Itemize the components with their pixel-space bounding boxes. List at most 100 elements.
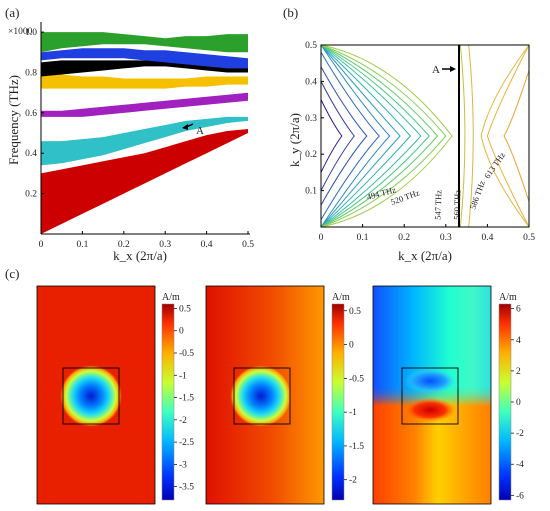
panel-b-x-tick-label: 0.4: [481, 233, 493, 243]
colorbar-2-tick-label: -2: [349, 476, 357, 486]
band-area-6: [41, 48, 248, 69]
colorbar-3-tick-label: -6: [516, 491, 524, 501]
colorbar-1-tick-label: -0.5: [179, 349, 194, 359]
colorbar-1: A/m: [161, 292, 180, 501]
colorbar-1-unit: A/m: [162, 292, 180, 303]
band-area-3: [41, 92, 248, 117]
annotation-b-arrowhead: [450, 66, 456, 72]
panel-b-annotation-A: A: [432, 64, 456, 76]
annotation-a-arrowhead: [182, 124, 188, 130]
colorbar-3-tick-label: -2: [516, 429, 524, 439]
contour-right-1: [503, 70, 530, 202]
panel-a-y-tick-label: 0.8: [25, 68, 37, 78]
contour-left-6: [320, 44, 401, 228]
contour-left-9: [320, 44, 430, 228]
colorbar-2-gradient: [331, 303, 345, 501]
colorbar-3-tick-label: 2: [516, 367, 521, 377]
panel-a-label: (a): [5, 5, 19, 20]
panel-a-annotation-A: A: [182, 123, 204, 137]
panel-b-y-tick-label: 0.3: [305, 114, 317, 124]
field-map-3: [372, 285, 492, 505]
panel-b-x-axis-label: k_x (2π/a): [398, 248, 452, 263]
contour-left-5: [320, 44, 391, 228]
panel-a-x-tick-label: 0: [39, 240, 44, 250]
panel-a-y-axis-label: Frequency (THz): [6, 75, 21, 165]
panel-b-x-tick-label: 0: [319, 233, 324, 243]
panel-b-x-tick-label: 0.5: [523, 233, 535, 243]
panel-a-y-ticks: 0.2 0.4 0.6 0.8 1.0: [25, 28, 44, 200]
panel-a-axes: [40, 22, 250, 235]
contour-left-3: [320, 66, 368, 206]
contour-left-8: [320, 44, 422, 228]
colorbar-3-tick-label: 0: [516, 398, 521, 408]
band-area-7: [41, 32, 248, 53]
panel-c-label: (c): [5, 266, 19, 281]
map-2-square-outline: [233, 367, 291, 425]
panel-a-x-tick-label: 0.2: [118, 240, 130, 250]
contour-label: 547 THz: [432, 190, 443, 220]
colorbar-1-tick-label: 0: [179, 327, 184, 337]
contour-left-10: [320, 44, 439, 228]
panel-b-y-ticks: 0.1 0.2 0.3 0.4 0.5: [305, 41, 324, 197]
panel-a-y-tick-label: 0.4: [25, 149, 37, 159]
colorbar-ticks: 0.5 0 -0.5 -1 -1.5 -2 -2.5 -3 -3.5 0.5 0 -0.5 -1 -1.5…: [174, 304, 524, 501]
field-map-1: [36, 285, 156, 505]
contour-left-11: [320, 44, 447, 228]
panel-b-y-tick-label: 0.1: [305, 187, 317, 197]
panel-a-x-tick-label: 0.4: [201, 240, 213, 250]
map-2-field-hole: [230, 365, 292, 427]
band-area-2: [41, 116, 248, 166]
colorbar-1-tick-label: -3.5: [179, 483, 194, 493]
panel-a-y-tick-label: 1.0: [25, 28, 37, 38]
contour-left-1: [320, 99, 343, 173]
panel-a-x-tick-label: 0.1: [76, 240, 88, 250]
colorbar-3: A/m: [498, 292, 517, 501]
colorbar-2-tick-label: 0: [349, 341, 354, 351]
panel-a-y-tick-label: 0.2: [25, 190, 37, 200]
colorbar-3-gradient: [498, 303, 512, 501]
colorbar-3-tick-label: -4: [516, 460, 524, 470]
contour-label: 586 THz: [467, 179, 487, 211]
colorbar-1-tick-label: -1: [179, 371, 187, 381]
colorbar-2-unit: A/m: [332, 292, 350, 303]
panel-b-frame: [320, 44, 530, 228]
colorbar-3-unit: A/m: [499, 292, 517, 303]
map-1-square-outline: [62, 367, 120, 425]
colorbar-1-tick-label: -2: [179, 416, 187, 426]
band-structure-areas: [41, 32, 248, 234]
annotation-b-text: A: [432, 64, 440, 76]
contour-right-2: [486, 44, 530, 228]
panel-a-y-tick-label: 0.6: [25, 109, 37, 119]
contour-label: 560 THz: [451, 190, 462, 220]
contour-mid-2: [468, 44, 474, 228]
map-3-background-bottom: [373, 286, 491, 504]
panel-b-y-tick-label: 0.4: [305, 77, 317, 87]
contour-mid-1: [459, 44, 466, 228]
panel-a-x-tick-label: 0.3: [159, 240, 171, 250]
panel-a-y-multiplier: ×1000: [8, 27, 33, 37]
field-map-2: [205, 285, 325, 505]
contour-right-3: [480, 44, 530, 228]
isofrequency-contours: [320, 44, 530, 228]
panel-a-x-axis-label: k_x (2π/a): [113, 248, 167, 263]
band-area-4: [41, 74, 248, 89]
band-area-1: [41, 129, 248, 234]
colorbar-1-tick-label: 0.5: [179, 304, 191, 314]
panel-b-x-tick-label: 0.2: [398, 233, 410, 243]
panel-b-x-tick-label: 0.1: [357, 233, 369, 243]
panel-a-x-ticks: 0 0.1 0.2 0.3 0.4 0.5: [39, 231, 254, 250]
annotation-a-text: A: [196, 125, 204, 137]
map-3-square-outline: [401, 367, 459, 425]
panel-b-x-tick-label: 0.3: [440, 233, 452, 243]
colorbar-1-tick-label: -3: [179, 460, 187, 470]
contour-left-12: [320, 44, 453, 228]
colorbar-1-tick-label: -2.5: [179, 438, 194, 448]
panel-b-y-tick-label: 0.5: [305, 41, 317, 51]
colorbar-1-gradient: [161, 303, 175, 501]
colorbar-2: A/m: [331, 292, 350, 501]
panel-a-x-tick-label: 0.5: [242, 240, 254, 250]
colorbar-2-tick-label: 0.5: [349, 307, 361, 317]
panel-b-y-axis-label: k_y (2π/a): [287, 113, 302, 167]
contour-left-2: [320, 81, 355, 191]
